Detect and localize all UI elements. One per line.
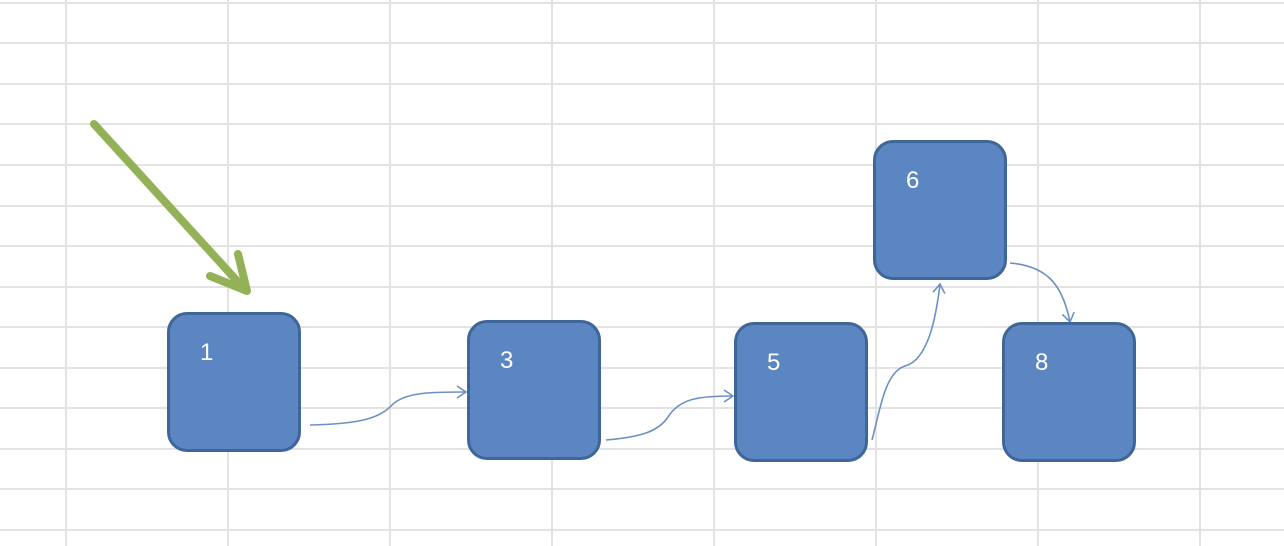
grid-line: [0, 367, 1284, 369]
grid-line: [0, 529, 1284, 531]
grid-line: [0, 123, 1284, 125]
grid-line: [0, 326, 1284, 328]
grid-line: [0, 286, 1284, 288]
node-label: 1: [200, 339, 214, 366]
grid-line: [0, 164, 1284, 166]
node-8[interactable]: 8: [1002, 322, 1136, 462]
grid-line: [1037, 0, 1039, 546]
node-1[interactable]: 1: [167, 312, 301, 452]
grid-line: [0, 488, 1284, 490]
grid-line: [65, 0, 67, 546]
grid-line: [0, 2, 1284, 4]
node-3[interactable]: 3: [467, 320, 601, 460]
grid-line: [551, 0, 553, 546]
node-6[interactable]: 6: [873, 140, 1007, 280]
grid-line: [227, 0, 229, 546]
grid-line: [0, 83, 1284, 85]
node-label: 6: [906, 167, 920, 194]
node-5[interactable]: 5: [734, 322, 868, 462]
grid-line: [389, 0, 391, 546]
node-label: 5: [767, 349, 781, 376]
node-label: 3: [500, 347, 514, 374]
grid-line: [0, 245, 1284, 247]
grid-line: [0, 448, 1284, 450]
node-label: 8: [1035, 349, 1049, 376]
edge-6-to-8: [1009, 262, 1075, 324]
grid-line: [1199, 0, 1201, 546]
grid-line: [0, 42, 1284, 44]
grid-line: [875, 0, 877, 546]
grid-line: [713, 0, 715, 546]
edge-5-to-6: [871, 282, 946, 441]
grid-line: [0, 205, 1284, 207]
pointer-arrow: [90, 120, 251, 295]
